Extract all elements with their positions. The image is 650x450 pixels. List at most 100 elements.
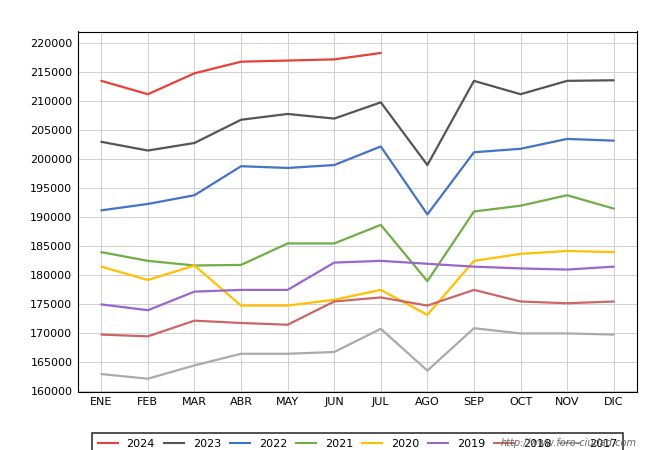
- 2018: [144, 333, 152, 339]
- 2018: [470, 287, 478, 292]
- 2020: [237, 303, 245, 308]
- 2020: [98, 264, 105, 270]
- 2019: [424, 261, 432, 266]
- 2020: [330, 297, 338, 302]
- 2024: [144, 91, 152, 97]
- 2024: [98, 78, 105, 84]
- 2019: [470, 264, 478, 270]
- 2018: [424, 303, 432, 308]
- 2021: [190, 263, 198, 268]
- 2019: [610, 264, 617, 270]
- 2023: [237, 117, 245, 122]
- 2022: [98, 207, 105, 213]
- 2023: [330, 116, 338, 122]
- 2024: [377, 50, 385, 56]
- 2022: [610, 138, 617, 144]
- 2023: [144, 148, 152, 153]
- 2018: [190, 318, 198, 324]
- 2024: [283, 58, 291, 63]
- 2019: [144, 307, 152, 313]
- 2018: [377, 295, 385, 300]
- 2023: [563, 78, 571, 84]
- 2018: [563, 301, 571, 306]
- Legend: 2024, 2023, 2022, 2021, 2020, 2019, 2018, 2017: 2024, 2023, 2022, 2021, 2020, 2019, 2018…: [92, 433, 623, 450]
- 2022: [330, 162, 338, 168]
- Line: 2021: 2021: [101, 195, 614, 281]
- 2023: [377, 99, 385, 105]
- Line: 2017: 2017: [101, 328, 614, 379]
- 2023: [190, 140, 198, 146]
- Line: 2018: 2018: [101, 290, 614, 336]
- Line: 2019: 2019: [101, 261, 614, 310]
- 2022: [283, 165, 291, 171]
- 2022: [470, 149, 478, 155]
- 2022: [237, 163, 245, 169]
- 2019: [517, 266, 525, 271]
- 2019: [190, 289, 198, 294]
- 2017: [190, 363, 198, 368]
- 2022: [190, 193, 198, 198]
- 2021: [517, 203, 525, 208]
- 2023: [470, 78, 478, 84]
- 2021: [563, 193, 571, 198]
- 2018: [237, 320, 245, 326]
- 2020: [610, 249, 617, 255]
- 2020: [377, 287, 385, 292]
- 2022: [563, 136, 571, 142]
- Line: 2023: 2023: [101, 80, 614, 165]
- 2020: [424, 312, 432, 318]
- 2020: [470, 258, 478, 264]
- 2019: [98, 302, 105, 307]
- Text: Afiliados en Alicante/Alacant a 31/5/2024: Afiliados en Alicante/Alacant a 31/5/202…: [124, 7, 526, 27]
- 2022: [517, 146, 525, 152]
- 2022: [377, 144, 385, 149]
- 2020: [144, 277, 152, 283]
- 2020: [563, 248, 571, 254]
- 2019: [377, 258, 385, 264]
- Line: 2022: 2022: [101, 139, 614, 214]
- 2019: [563, 267, 571, 272]
- Text: http://www.foro-ciudad.com: http://www.foro-ciudad.com: [501, 438, 637, 448]
- 2017: [563, 331, 571, 336]
- 2023: [283, 111, 291, 117]
- 2018: [610, 299, 617, 304]
- 2020: [283, 303, 291, 308]
- 2021: [237, 262, 245, 268]
- 2019: [283, 287, 291, 292]
- 2018: [98, 332, 105, 338]
- 2022: [144, 201, 152, 207]
- 2018: [330, 299, 338, 304]
- 2017: [610, 332, 617, 338]
- 2018: [283, 322, 291, 328]
- Line: 2024: 2024: [101, 53, 381, 94]
- 2017: [424, 368, 432, 373]
- 2017: [98, 371, 105, 377]
- 2017: [237, 351, 245, 356]
- 2020: [190, 263, 198, 268]
- 2022: [424, 212, 432, 217]
- Line: 2020: 2020: [101, 251, 614, 315]
- 2024: [330, 57, 338, 62]
- 2021: [610, 206, 617, 211]
- 2017: [144, 376, 152, 382]
- 2020: [517, 251, 525, 256]
- 2021: [330, 241, 338, 246]
- 2021: [283, 241, 291, 246]
- 2017: [517, 331, 525, 336]
- 2021: [470, 209, 478, 214]
- 2023: [517, 91, 525, 97]
- 2024: [190, 71, 198, 76]
- 2019: [330, 260, 338, 265]
- 2021: [424, 279, 432, 284]
- 2023: [424, 162, 432, 168]
- 2024: [237, 59, 245, 64]
- 2017: [283, 351, 291, 356]
- 2023: [610, 77, 617, 83]
- 2021: [144, 258, 152, 264]
- 2019: [237, 287, 245, 292]
- 2018: [517, 299, 525, 304]
- 2021: [98, 249, 105, 255]
- 2021: [377, 222, 385, 228]
- 2017: [377, 326, 385, 332]
- 2017: [470, 325, 478, 331]
